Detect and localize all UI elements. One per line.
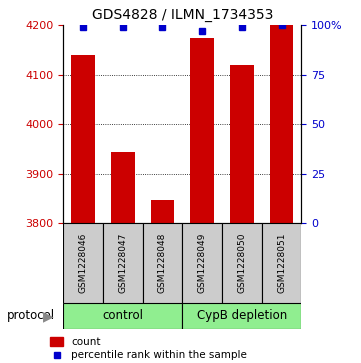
Text: control: control bbox=[102, 309, 143, 322]
Text: CypB depletion: CypB depletion bbox=[197, 309, 287, 322]
Bar bbox=[111, 151, 135, 223]
Bar bbox=[63, 303, 182, 329]
Text: protocol: protocol bbox=[7, 309, 55, 322]
Bar bbox=[63, 223, 103, 303]
Text: GSM1228049: GSM1228049 bbox=[198, 233, 206, 293]
Bar bbox=[182, 303, 301, 329]
Bar bbox=[222, 223, 262, 303]
Bar bbox=[190, 38, 214, 223]
Bar bbox=[230, 65, 254, 223]
Title: GDS4828 / ILMN_1734353: GDS4828 / ILMN_1734353 bbox=[92, 8, 273, 22]
Text: GSM1228046: GSM1228046 bbox=[79, 233, 87, 293]
Bar bbox=[143, 223, 182, 303]
Text: ▶: ▶ bbox=[43, 309, 54, 323]
Bar bbox=[151, 200, 174, 223]
Text: GSM1228051: GSM1228051 bbox=[277, 233, 286, 293]
Legend: count, percentile rank within the sample: count, percentile rank within the sample bbox=[50, 337, 247, 360]
Bar bbox=[103, 223, 143, 303]
Bar bbox=[262, 223, 301, 303]
Bar bbox=[182, 223, 222, 303]
Text: GSM1228047: GSM1228047 bbox=[118, 233, 127, 293]
Text: GSM1228048: GSM1228048 bbox=[158, 233, 167, 293]
Bar bbox=[270, 25, 293, 223]
Bar bbox=[71, 55, 95, 223]
Text: GSM1228050: GSM1228050 bbox=[238, 233, 246, 293]
